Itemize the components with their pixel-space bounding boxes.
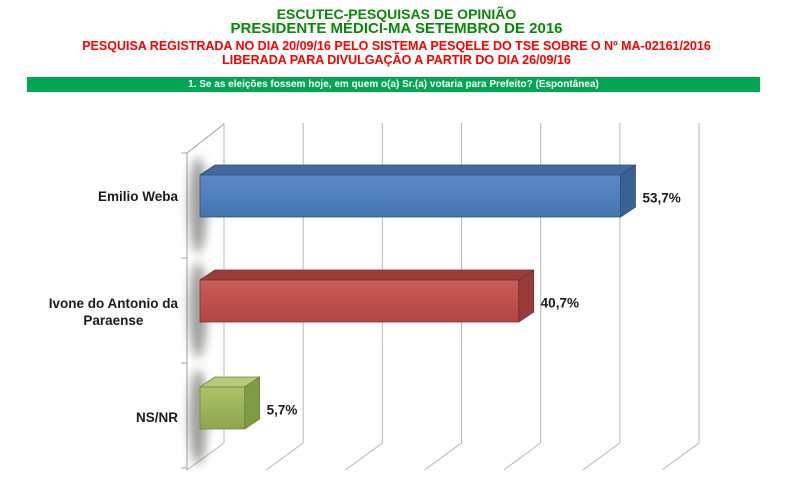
registration-notice: PESQUISA REGISTRADA NO DIA 20/09/16 PELO… (82, 39, 711, 53)
bar-emilio-weba (199, 174, 621, 218)
gridline-floor-60 (661, 442, 700, 471)
bar-ivone-do-antonio-da-paraense (199, 279, 520, 323)
gridline-floor-10 (265, 442, 304, 471)
category-label-emilio-weba: Emilio Weba (98, 189, 179, 204)
value-label-ivone-do-antonio-da-paraense: 40,7% (541, 296, 579, 311)
question-banner: 1. Se as eleições fossem hoje, em quem o… (27, 77, 760, 92)
gridline-floor-30 (424, 442, 462, 471)
bar-top-face-ivone-do-antonio-da-paraense (199, 269, 535, 281)
gridline-floor-20 (345, 442, 383, 471)
gridline-floor-50 (582, 442, 621, 471)
category-label-ns-nr: NS/NR (136, 410, 178, 425)
report-subtitle: PRESIDENTE MÉDICI-MA SETEMBRO DE 2016 (230, 20, 563, 37)
bar-ns-nr (199, 386, 246, 430)
value-label-emilio-weba: 53,7% (642, 191, 680, 206)
wall-top-edge (186, 123, 225, 154)
release-notice: LIBERADA PARA DIVULGAÇÃO A PARTIR DO DIA… (222, 53, 571, 67)
poll-bar-chart: 53,7% 40,7% 5,7% Emilio Weba Ivone do Antoni… (49, 123, 700, 471)
value-label-ns-nr: 5,7% (267, 403, 298, 418)
gridline-floor-0 (186, 442, 225, 471)
category-label-ivone-do-antonio-da-paraense-line1: Ivone do Antonio da (49, 296, 179, 311)
report-org-title: ESCUTEC-PESQUISAS DE OPINIÃO (276, 6, 517, 22)
gridline-floor-40 (503, 442, 541, 471)
bar-top-face-emilio-weba (199, 164, 636, 176)
category-label-ivone-do-antonio-da-paraense-line2: Paraense (83, 313, 144, 328)
